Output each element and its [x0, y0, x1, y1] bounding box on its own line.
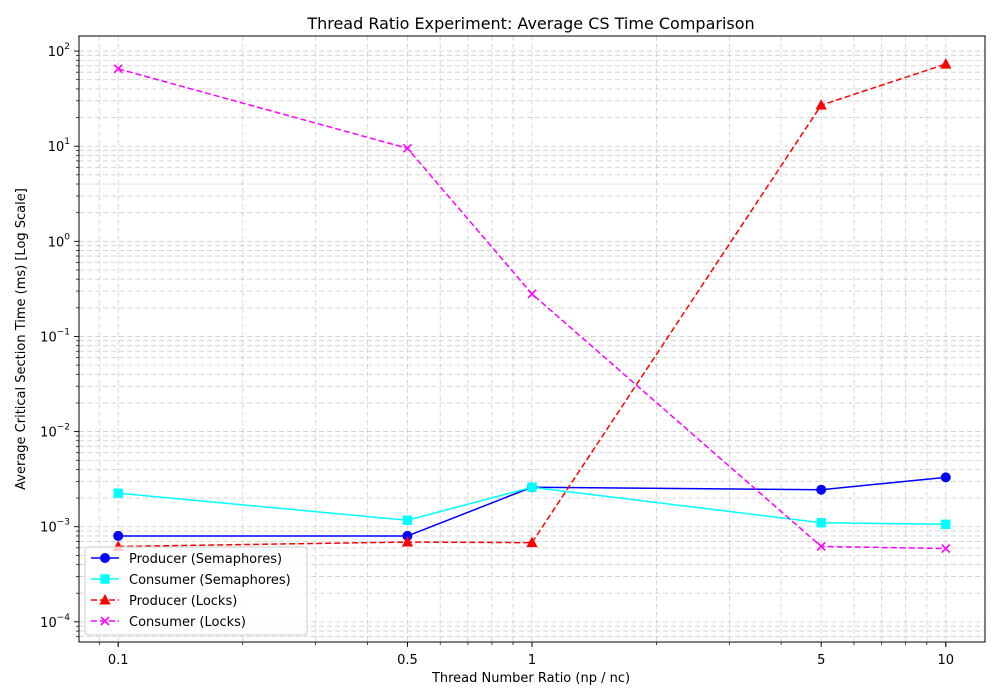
- legend-entry: Consumer (Locks): [91, 615, 246, 630]
- legend-entry: Producer (Semaphores): [91, 552, 282, 567]
- y-tick-exponent: −1: [57, 327, 70, 337]
- legend-label: Producer (Locks): [129, 594, 237, 609]
- y-tick-label: 101: [48, 137, 70, 155]
- data-point: [940, 472, 951, 483]
- data-point: [113, 64, 123, 74]
- data-point: [402, 143, 412, 153]
- data-point: [940, 58, 952, 69]
- y-tick-exponent: 2: [64, 42, 70, 52]
- legend-marker: [99, 593, 111, 605]
- series-4: [113, 64, 951, 554]
- data-point: [815, 99, 827, 110]
- x-axis-label: Thread Number Ratio (np / nc): [431, 671, 630, 686]
- legend-marker: [100, 616, 110, 626]
- y-axis-label: Average Critical Section Time (ms) [Log …: [14, 188, 29, 490]
- y-tick-label: 10−1: [40, 327, 70, 345]
- data-point: [527, 289, 537, 299]
- y-tick-base: 10: [40, 616, 57, 631]
- y-tick-label: 100: [48, 232, 71, 250]
- y-tick-label: 10−4: [40, 613, 70, 631]
- y-tick-label: 10−2: [40, 423, 70, 441]
- data-point: [113, 488, 123, 498]
- legend-items: Producer (Semaphores) Consumer (Semaphore…: [91, 552, 291, 630]
- y-tick-base: 10: [48, 140, 65, 155]
- data-point: [941, 519, 951, 530]
- legend-entry: Consumer (Semaphores): [91, 573, 291, 588]
- y-tick-exponent: 1: [64, 137, 70, 147]
- data-point: [113, 530, 124, 541]
- grid-layer: [79, 36, 985, 642]
- x-marker-stroke: [941, 543, 951, 554]
- data-point: [402, 515, 413, 525]
- x-tick-label: 5: [817, 653, 825, 668]
- x-tick-label: 0.5: [397, 653, 418, 668]
- y-tick-label: 10−3: [40, 518, 70, 536]
- data-point: [401, 535, 414, 547]
- chart-title: Thread Ratio Experiment: Average CS Time…: [306, 14, 754, 33]
- legend-marker: [100, 574, 110, 584]
- series-layer: [112, 58, 952, 554]
- data-point: [816, 484, 827, 495]
- y-tick-exponent: −3: [57, 518, 70, 528]
- x-axis-ticks: 0.1 0.5 1 5 10: [98, 642, 954, 668]
- x-tick-label: 1: [528, 653, 536, 668]
- y-tick-exponent: −4: [57, 613, 71, 623]
- legend-label: Consumer (Locks): [129, 615, 246, 630]
- y-tick-label: 102: [48, 42, 70, 60]
- y-tick-exponent: −2: [57, 423, 70, 433]
- data-point: [526, 536, 538, 548]
- data-point: [816, 541, 826, 552]
- y-tick-base: 10: [40, 330, 57, 345]
- legend-marker: [100, 553, 110, 563]
- legend-label: Producer (Semaphores): [129, 552, 282, 567]
- x-tick-label: 0.1: [108, 653, 129, 668]
- series-line: [118, 63, 947, 548]
- data-point: [816, 518, 826, 528]
- y-tick-base: 10: [40, 426, 57, 441]
- y-tick-base: 10: [48, 45, 65, 60]
- x-marker-stroke: [816, 541, 826, 552]
- y-tick-base: 10: [48, 235, 65, 250]
- legend-label: Consumer (Semaphores): [129, 573, 291, 588]
- x-marker-stroke: [402, 143, 412, 153]
- x-marker-stroke: [100, 616, 110, 626]
- x-marker-stroke: [527, 289, 537, 299]
- legend-box: [84, 546, 308, 636]
- data-point: [527, 482, 537, 492]
- x-marker-stroke: [113, 64, 123, 74]
- series-2: [113, 482, 951, 530]
- y-tick-exponent: 0: [64, 232, 70, 242]
- x-tick-label: 10: [937, 653, 954, 668]
- y-tick-base: 10: [40, 521, 57, 536]
- legend-entry: Producer (Locks): [91, 593, 237, 609]
- legend: Producer (Semaphores) Consumer (Semaphore…: [84, 546, 308, 636]
- data-point: [941, 543, 951, 554]
